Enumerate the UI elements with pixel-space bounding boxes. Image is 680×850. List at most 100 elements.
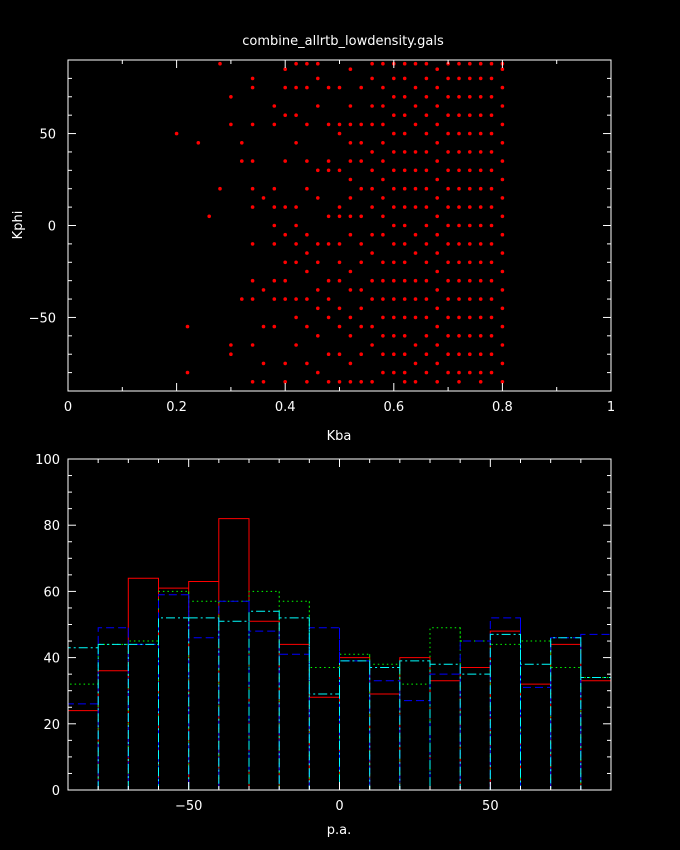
scatter-point	[435, 122, 440, 127]
scatter-point	[240, 297, 244, 301]
scatter-point	[468, 95, 472, 99]
scatter-point	[446, 242, 450, 246]
scatter-point	[359, 288, 364, 292]
scatter-point	[489, 278, 494, 283]
scatter-point	[348, 104, 353, 108]
scatter-point	[218, 61, 222, 66]
scatter-point	[381, 141, 385, 145]
scatter-point	[305, 324, 309, 329]
scatter-point	[305, 380, 309, 384]
scatter-point	[370, 122, 374, 127]
scatter-point	[250, 85, 255, 90]
scatter-point	[478, 334, 483, 338]
scatter-point	[326, 159, 331, 163]
scatter-point	[392, 352, 396, 357]
scatter-point	[413, 104, 418, 108]
scatter-point	[478, 61, 483, 66]
scatter-point	[283, 159, 288, 163]
scatter-point	[316, 334, 320, 338]
scatter-point	[272, 278, 277, 283]
scatter-point	[229, 343, 233, 347]
scatter-point	[424, 242, 429, 246]
scatter-point	[500, 380, 505, 384]
scatter-point	[489, 370, 494, 375]
scatter-point	[392, 260, 396, 265]
scatter-point	[283, 67, 288, 71]
scatter-point	[294, 297, 298, 301]
scatter-point	[489, 113, 494, 117]
scatter-point	[337, 260, 342, 265]
scatter-y-axis-label: Kphi	[11, 211, 26, 240]
scatter-point	[305, 61, 309, 66]
scatter-point	[283, 278, 288, 283]
scatter-point	[457, 315, 461, 320]
scatter-point	[413, 297, 418, 301]
scatter-point	[457, 113, 461, 117]
scatter-point	[435, 343, 440, 347]
scatter-point	[370, 205, 374, 209]
scatter-point	[435, 196, 440, 200]
scatter-point	[348, 334, 353, 338]
scatter-point	[305, 297, 309, 301]
scatter-point	[402, 242, 407, 246]
scatter-point	[468, 168, 472, 173]
scatter-point	[468, 278, 472, 283]
scatter-point	[457, 242, 461, 246]
scatter-frame	[67, 59, 612, 392]
scatter-point	[337, 278, 342, 283]
scatter-point	[402, 260, 407, 265]
histogram-series	[67, 518, 612, 790]
scatter-point	[326, 122, 331, 127]
scatter-point	[218, 186, 222, 191]
scatter-point	[478, 370, 483, 375]
scatter-point	[489, 95, 494, 99]
scatter-point	[500, 159, 505, 163]
scatter-point	[457, 260, 461, 265]
scatter-point	[402, 380, 407, 384]
scatter-point	[435, 269, 440, 274]
scatter-point	[468, 113, 472, 117]
scatter-point	[359, 352, 364, 357]
scatter-point	[413, 61, 418, 66]
scatter-point	[424, 370, 429, 375]
scatter-point	[294, 205, 298, 209]
scatter-point	[402, 186, 407, 191]
scatter-point	[500, 104, 505, 108]
scatter-point	[370, 232, 374, 237]
scatter-point	[326, 242, 331, 246]
scatter-point	[424, 113, 429, 117]
scatter-point	[446, 223, 450, 228]
scatter-point	[305, 159, 309, 163]
scatter-point	[381, 232, 385, 237]
scatter-point	[468, 297, 472, 301]
scatter-point	[283, 361, 288, 366]
scatter-point	[326, 297, 331, 301]
scatter-point	[348, 196, 353, 200]
scatter-point	[468, 186, 472, 191]
scatter-point	[294, 141, 298, 145]
scatter-point	[435, 380, 440, 384]
scatter-point	[424, 260, 429, 265]
scatter-point	[435, 324, 440, 329]
scatter-point	[359, 85, 364, 90]
scatter-point	[337, 168, 342, 173]
scatter-point	[446, 205, 450, 209]
scatter-point	[457, 61, 461, 66]
scatter-point	[457, 168, 461, 173]
scatter-point	[457, 223, 461, 228]
scatter-point	[468, 205, 472, 209]
scatter-x-tick-label: 0	[64, 400, 72, 415]
scatter-point	[316, 76, 320, 81]
histogram-y-tick-label: 40	[43, 652, 60, 667]
scatter-point	[435, 361, 440, 366]
scatter-point	[446, 186, 450, 191]
scatter-point	[424, 61, 429, 66]
scatter-point	[185, 370, 190, 375]
scatter-point	[326, 168, 331, 173]
scatter-point	[316, 260, 320, 265]
scatter-point	[402, 95, 407, 99]
scatter-point	[381, 315, 385, 320]
scatter-point	[413, 205, 418, 209]
scatter-point	[489, 260, 494, 265]
scatter-point	[326, 380, 331, 384]
